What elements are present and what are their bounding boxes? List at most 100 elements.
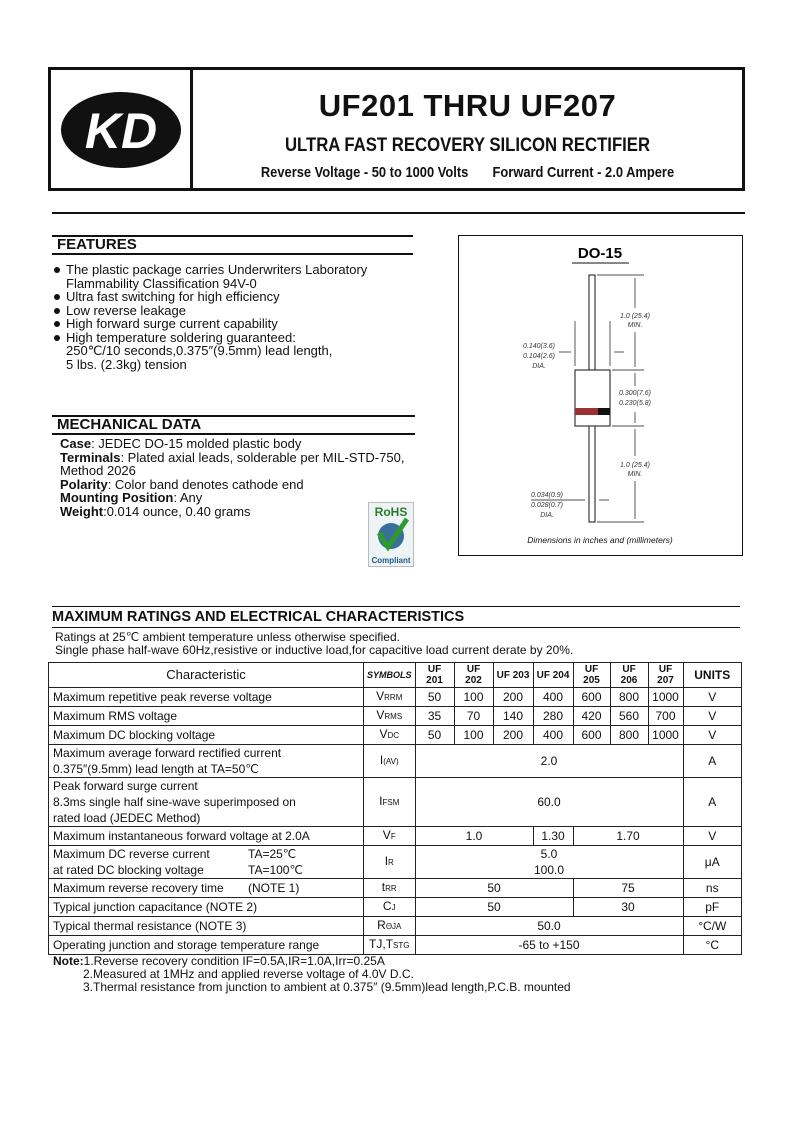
divider — [52, 606, 740, 607]
row-symbol: VRRM — [363, 687, 416, 707]
mechanical-list: Case: JEDEC DO-15 molded plastic body Te… — [60, 437, 404, 518]
svg-text:0.034(0.9): 0.034(0.9) — [531, 492, 563, 499]
feature-item-cont: 250℃/10 seconds,0.375″(9.5mm) lead lengt… — [66, 343, 333, 358]
mech-polarity: Polarity: Color band denotes cathode end — [60, 476, 304, 492]
row-value: 70 — [453, 706, 494, 726]
svg-text:1.0 (25.4): 1.0 (25.4) — [620, 462, 650, 469]
divider — [52, 212, 745, 214]
row-value: 800 — [609, 725, 649, 745]
divider — [52, 235, 413, 237]
feature-item-cont: 5 lbs. (2.3kg) tension — [66, 356, 187, 372]
row-value: 35 — [414, 706, 455, 726]
feature-item-cont: Flammability Classification 94V-0 — [66, 275, 257, 291]
table-row-vf: Maximum instantaneous forward voltage at… — [48, 826, 743, 846]
svg-text:Compliant: Compliant — [371, 556, 410, 565]
row-label: Maximum repetitive peak reverse voltage — [48, 687, 364, 707]
forward-current: Forward Current - 2.0 Ampere — [492, 164, 675, 181]
rohs-badge: RoHS Compliant — [368, 502, 414, 567]
row-symbol: VDC — [363, 725, 416, 745]
reverse-voltage: Reverse Voltage - 50 to 1000 Volts — [260, 164, 469, 181]
feature-item: The plastic package carries Underwriters… — [52, 263, 367, 277]
row-value: 100 — [453, 687, 494, 707]
divider — [52, 415, 415, 417]
svg-text:0.028(0.7): 0.028(0.7) — [531, 502, 563, 509]
do15-diagram: DO-15 1.0 (25.4) MIN. 0.140(3.6) 0.104(2… — [523, 245, 673, 545]
table-row-vrrm: Maximum repetitive peak reverse voltage V… — [48, 687, 743, 707]
table-row-vdc: Maximum DC blocking voltage VDC 50 100 200 40… — [48, 725, 743, 745]
row-value: 200 — [492, 725, 534, 745]
svg-text:RoHS: RoHS — [375, 505, 408, 519]
kd-logo: KD — [61, 92, 181, 168]
note-3: 3.Thermal resistance from junction to am… — [83, 980, 571, 994]
page-title: UF201 THRU UF207 — [318, 88, 617, 123]
diode-body — [574, 369, 611, 427]
header-box: KD UF201 THRU UF207 ULTRA FAST RECOVERY … — [48, 67, 745, 191]
svg-text:MIN.: MIN. — [628, 322, 643, 329]
mech-case: Case: JEDEC DO-15 molded plastic body — [60, 436, 302, 451]
row-symbol: VRMS — [363, 706, 416, 726]
row-value: 1000 — [647, 725, 684, 745]
row-value: 100 — [453, 725, 494, 745]
top-lead — [588, 274, 596, 371]
row-label: Maximum RMS voltage — [48, 706, 364, 726]
row-value: 280 — [532, 706, 574, 726]
table-row-trr: Maximum reverse recovery time (NOTE 1) tr… — [48, 878, 743, 898]
row-value: 800 — [609, 687, 649, 707]
mech-mounting: Mounting Position: Any — [60, 490, 203, 505]
row-unit: V — [682, 706, 743, 726]
note-2: 2.Measured at 1MHz and applied reverse v… — [83, 967, 414, 981]
row-value: 50 — [414, 725, 455, 745]
row-label: Maximum DC blocking voltage — [48, 725, 364, 745]
svg-text:0.300(7.6): 0.300(7.6) — [619, 390, 651, 397]
svg-text:DIA.: DIA. — [532, 363, 546, 370]
table-row-iav: Maximum average forward rectified curren… — [48, 744, 743, 778]
row-value: 140 — [492, 706, 534, 726]
mech-terminals: Terminals: Plated axial leads, solderabl… — [60, 449, 405, 465]
ratings-title: MAXIMUM RATINGS AND ELECTRICAL CHARACTER… — [52, 609, 465, 625]
notes: Note:1.Reverse recovery condition IF=0.5… — [53, 955, 571, 994]
features-list: The plastic package carries Underwriters… — [52, 263, 367, 371]
logo-cell: KD — [51, 70, 193, 188]
package-title: DO-15 — [578, 245, 622, 262]
mech-terminals-cont: Method 2026 — [60, 463, 136, 478]
subtitle: ULTRA FAST RECOVERY SILICON RECTIFIER — [284, 135, 651, 156]
divider — [52, 627, 740, 628]
features-title: FEATURES — [57, 236, 137, 253]
table-row-ifsm: Peak forward surge current 8.3ms single h… — [48, 777, 743, 827]
table-row-tj: Operating junction and storage temperatu… — [48, 935, 743, 955]
row-value: 1000 — [647, 687, 684, 707]
svg-text:KD: KD — [85, 103, 157, 159]
row-value: 420 — [572, 706, 611, 726]
table-row-cj: Typical junction capacitance (NOTE 2) CJ… — [48, 897, 743, 917]
feature-item: High forward surge current capability — [52, 317, 367, 331]
note-1: 1.Reverse recovery condition IF=0.5A,IR=… — [83, 954, 385, 968]
table-row-ir: Maximum DC reverse current TA=25℃ at rate… — [48, 845, 743, 879]
ratings-conditions: Ratings at 25℃ ambient temperature unles… — [55, 630, 574, 657]
divider — [52, 253, 413, 255]
ratings-table: Characteristic SYMBOLS UF 201 UF 202 UF … — [48, 662, 743, 955]
svg-text:1.0 (25.4): 1.0 (25.4) — [620, 313, 650, 320]
svg-text:MIN.: MIN. — [628, 471, 643, 478]
svg-text:0.104(2.6): 0.104(2.6) — [523, 353, 555, 360]
svg-text:0.140(3.6): 0.140(3.6) — [523, 343, 555, 350]
row-unit: V — [682, 687, 743, 707]
feature-item: Ultra fast switching for high efficiency — [52, 290, 367, 304]
svg-text:0.230(5.8): 0.230(5.8) — [619, 400, 651, 407]
row-value: 600 — [572, 725, 611, 745]
row-value: 400 — [532, 725, 574, 745]
svg-text:DIA.: DIA. — [540, 512, 554, 519]
table-row-vrms: Maximum RMS voltage VRMS 35 70 140 280 420 560 7… — [48, 706, 743, 726]
row-unit: V — [682, 725, 743, 745]
row-value: 50 — [414, 687, 455, 707]
row-value: 400 — [532, 687, 574, 707]
row-value: 700 — [647, 706, 684, 726]
mechanical-title: MECHANICAL DATA — [57, 416, 202, 433]
table-row-rja: Typical thermal resistance (NOTE 3) RθJA… — [48, 916, 743, 936]
mech-weight: Weight:0.014 ounce, 0.40 grams — [60, 503, 251, 519]
package-outline-box: DO-15 1.0 (25.4) MIN. 0.140(3.6) 0.104(2… — [458, 235, 743, 556]
row-value: 600 — [572, 687, 611, 707]
feature-item: Low reverse leakage — [52, 303, 367, 318]
table-header: Characteristic SYMBOLS UF 201 UF 202 UF … — [48, 662, 743, 688]
row-value: 560 — [609, 706, 649, 726]
dimensions-caption: Dimensions in inches and (millimeters) — [527, 535, 673, 545]
